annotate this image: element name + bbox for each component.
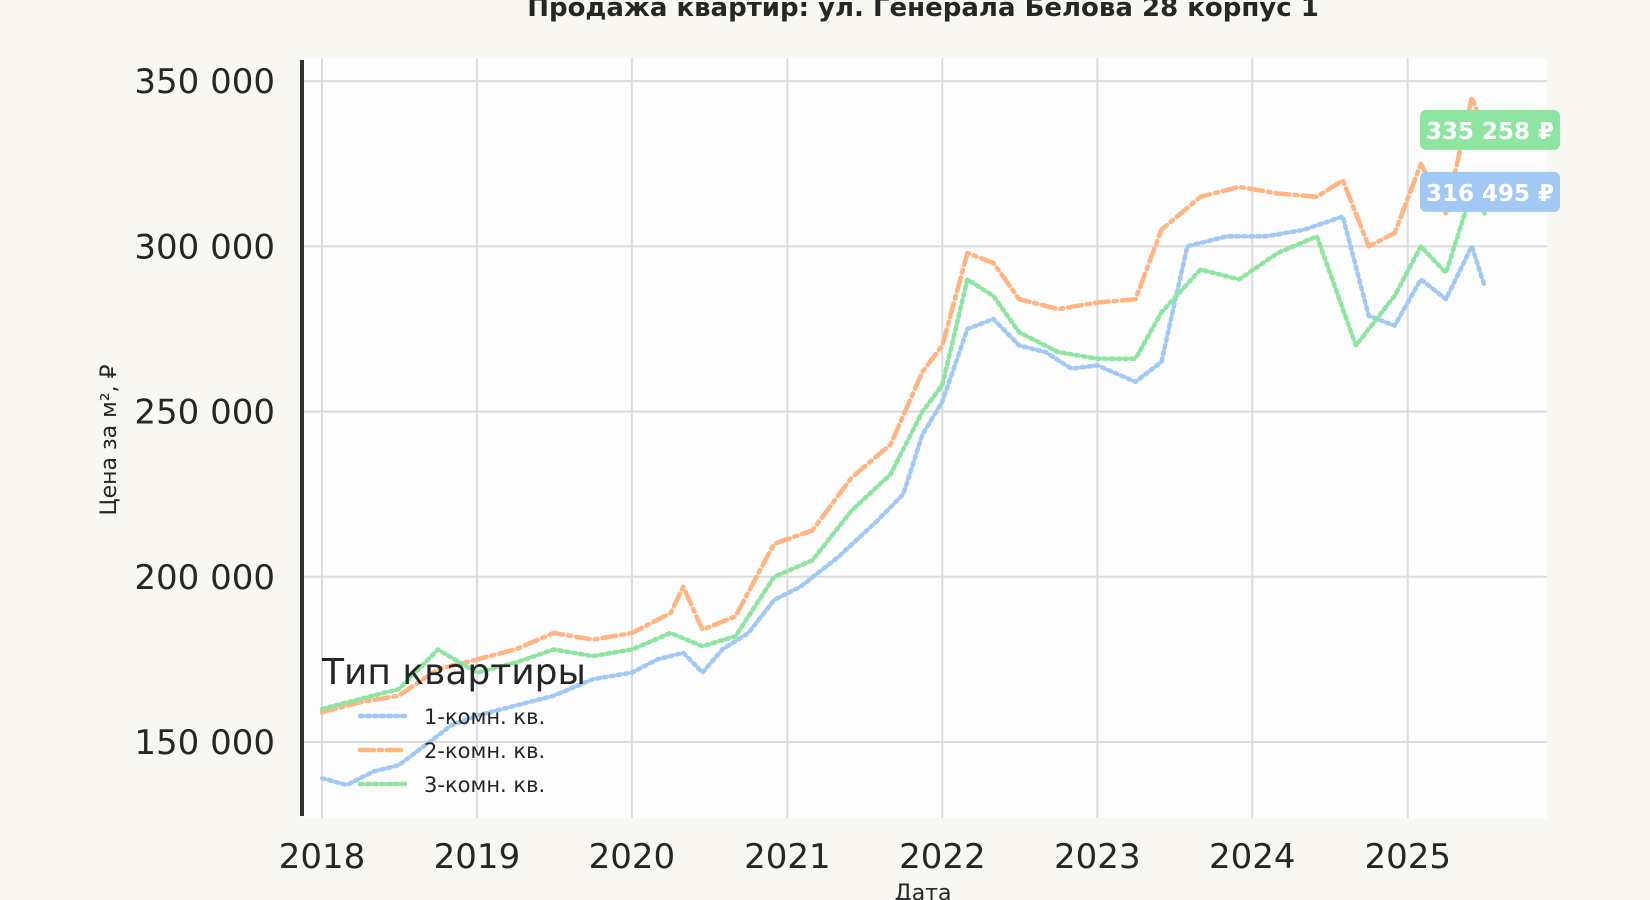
x-tick-label: 2022: [899, 837, 986, 877]
end-value-badge-bg: [1420, 171, 1560, 212]
y-tick-label: 300 000: [134, 227, 275, 267]
series-lines: [319, 95, 1487, 788]
legend-entry-label: 1-комн. кв.: [424, 705, 545, 729]
plot-background: [302, 58, 1547, 818]
end-value-badge: 316 495 ₽: [1420, 171, 1560, 212]
legend: Тип квартиры 1-комн. кв. 2-комн. кв. 3-ком…: [321, 652, 586, 797]
x-tick-label: 2020: [589, 837, 676, 877]
x-tick-label: 2018: [279, 837, 366, 877]
end-labels: 335 258 ₽ 316 495 ₽: [1420, 109, 1560, 212]
series-line-3: [319, 189, 1487, 712]
end-value-label: 316 495 ₽: [1426, 181, 1554, 207]
x-tick-label: 2021: [744, 837, 831, 877]
end-value-badge: 335 258 ₽: [1420, 109, 1560, 150]
y-tick-label: 200 000: [134, 558, 275, 598]
end-value-label: 335 258 ₽: [1426, 119, 1554, 145]
chart-title: Продажа квартир: ул. Генерала Белова 28 …: [527, 0, 1319, 23]
y-tick-label: 250 000: [134, 393, 275, 433]
end-value-badge-bg: [1420, 109, 1560, 150]
legend-entry-label: 3-комн. кв.: [424, 773, 545, 797]
y-axis-label: Цена за м², ₽: [97, 364, 122, 515]
tick-labels: 2018 2019 2020 2021 2022 2023 2024 2025 150 000 2…: [134, 62, 1451, 877]
x-tick-label: 2024: [1209, 837, 1296, 877]
series-line-2: [319, 95, 1487, 715]
x-tick-label: 2023: [1054, 837, 1141, 877]
gridlines: [302, 58, 1547, 818]
x-tick-label: 2019: [434, 837, 521, 877]
legend-title: Тип квартиры: [321, 652, 586, 693]
x-axis-label: Дата: [895, 881, 952, 900]
legend-entry-label: 2-комн. кв.: [424, 739, 545, 763]
y-tick-label: 150 000: [134, 723, 275, 763]
x-tick-label: 2025: [1364, 837, 1451, 877]
y-tick-label: 350 000: [134, 62, 275, 102]
series-line-1: [319, 214, 1487, 788]
